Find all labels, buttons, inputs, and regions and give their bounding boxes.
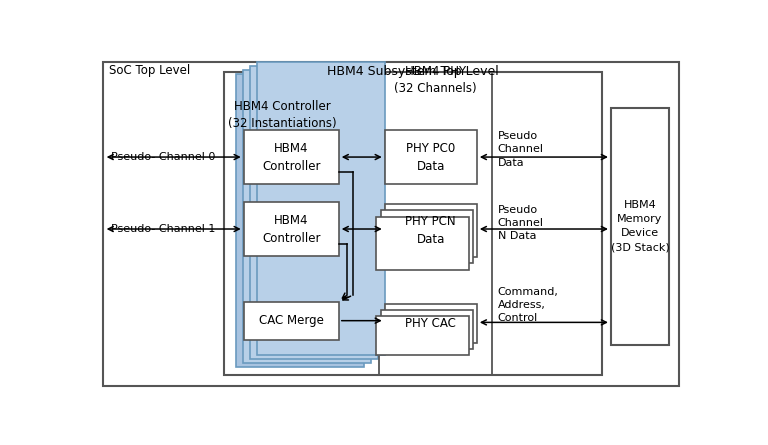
Bar: [243, 302, 339, 340]
Text: HBM4
Controller: HBM4 Controller: [262, 214, 320, 244]
Bar: [380, 210, 473, 263]
Text: HBM4 Subsystem Top Level: HBM4 Subsystem Top Level: [327, 65, 499, 78]
Bar: [236, 74, 364, 367]
Text: HBM4 Controller
(32 Instantiations): HBM4 Controller (32 Instantiations): [227, 100, 336, 129]
Bar: [385, 130, 477, 184]
Text: Pseudo- Channel 1: Pseudo- Channel 1: [111, 224, 215, 234]
Text: Pseudo
Channel
Data: Pseudo Channel Data: [498, 131, 544, 167]
Bar: [243, 70, 371, 363]
Text: PHY PC0
Data: PHY PC0 Data: [406, 142, 455, 173]
Bar: [379, 72, 492, 376]
Text: PHY PCN
Data: PHY PCN Data: [406, 215, 456, 246]
Bar: [611, 108, 669, 344]
Text: Pseudo- Channel 0: Pseudo- Channel 0: [111, 152, 215, 162]
Text: CAC Merge: CAC Merge: [259, 314, 323, 327]
Bar: [376, 217, 468, 270]
Bar: [380, 310, 473, 349]
Bar: [243, 130, 339, 184]
Text: Pseudo
Channel
N Data: Pseudo Channel N Data: [498, 205, 544, 241]
Bar: [385, 303, 477, 343]
Text: PHY CAC: PHY CAC: [406, 317, 456, 330]
Text: HBM4 PHY
(32 Channels): HBM4 PHY (32 Channels): [394, 65, 477, 95]
Text: HBM4
Memory
Device
(3D Stack): HBM4 Memory Device (3D Stack): [611, 200, 670, 252]
Text: HBM4
Controller: HBM4 Controller: [262, 142, 320, 173]
Bar: [243, 202, 339, 255]
Bar: [385, 204, 477, 257]
Bar: [250, 66, 378, 359]
Bar: [224, 72, 602, 376]
Bar: [257, 61, 386, 355]
Text: SoC Top Level: SoC Top Level: [109, 65, 190, 77]
Text: Command,
Address,
Control: Command, Address, Control: [498, 287, 558, 324]
Bar: [376, 316, 468, 355]
